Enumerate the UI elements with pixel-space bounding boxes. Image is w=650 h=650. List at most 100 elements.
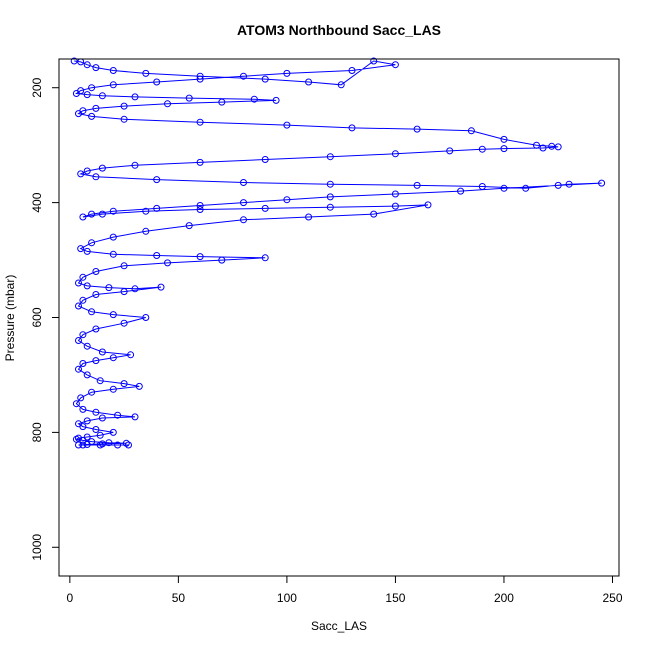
data-point: [92, 325, 100, 333]
data-point: [92, 64, 100, 72]
data-point: [122, 439, 130, 447]
data-point: [88, 210, 96, 218]
data-point: [83, 371, 91, 379]
data-point: [548, 142, 556, 150]
data-point: [142, 69, 150, 77]
data-point: [114, 411, 122, 419]
data-point: [522, 184, 530, 192]
data-point: [413, 125, 421, 133]
data-point: [83, 342, 91, 350]
data-point: [105, 439, 113, 447]
data-point: [77, 245, 85, 253]
data-point: [72, 90, 80, 97]
y-tick-label: 200: [30, 77, 44, 97]
x-tick-label: 150: [385, 591, 405, 605]
data-point: [88, 308, 96, 316]
data-point: [326, 180, 334, 188]
series-line: [74, 60, 602, 446]
data-point: [79, 436, 87, 444]
data-point: [75, 279, 82, 287]
data-point: [120, 380, 128, 388]
data-point: [348, 67, 356, 74]
data-point: [120, 319, 128, 327]
data-point: [539, 144, 547, 152]
data-point: [92, 268, 100, 275]
data-point: [283, 196, 291, 204]
data-point: [98, 348, 106, 356]
data-point: [478, 145, 486, 153]
data-point: [500, 184, 508, 192]
data-point: [83, 282, 91, 290]
data-point: [92, 291, 100, 298]
data-point: [77, 170, 85, 178]
data-point: [83, 91, 91, 99]
data-point: [127, 351, 135, 359]
data-point: [500, 135, 508, 143]
x-axis: 0 50 100 150 200 250: [67, 575, 623, 605]
data-point: [131, 161, 139, 169]
data-point: [424, 201, 432, 209]
y-tick-label: 1000: [30, 534, 44, 561]
data-point: [305, 78, 313, 86]
data-point: [70, 57, 78, 65]
data-point: [305, 213, 313, 221]
data-point: [83, 441, 91, 448]
data-point: [142, 207, 150, 215]
x-tick-label: 50: [172, 591, 186, 605]
data-point: [261, 75, 269, 83]
data-point: [326, 193, 334, 201]
data-point: [75, 302, 82, 310]
data-point: [109, 428, 117, 436]
data-point: [92, 104, 100, 112]
data-point: [413, 181, 421, 189]
data-point: [88, 239, 96, 247]
data-point: [79, 405, 87, 413]
data-point: [96, 441, 104, 449]
data-point: [240, 216, 247, 224]
data-point: [88, 84, 96, 92]
data-point: [98, 210, 106, 218]
data-point: [96, 377, 104, 385]
data-point: [109, 207, 117, 215]
data-point: [109, 67, 117, 74]
data-point: [98, 164, 106, 172]
data-point: [142, 227, 150, 235]
data-point: [79, 441, 87, 449]
data-point: [391, 61, 399, 69]
data-point: [114, 441, 122, 449]
data-point: [88, 388, 96, 396]
data-point: [83, 433, 91, 441]
data-point: [185, 94, 193, 102]
y-axis: 200 400 600 800 1000: [30, 77, 60, 561]
data-point: [500, 145, 508, 153]
x-axis-label: Sacc_LAS: [311, 619, 367, 633]
data-point: [283, 121, 291, 129]
data-point: [272, 96, 280, 104]
x-tick-label: 200: [494, 591, 514, 605]
data-point: [326, 153, 334, 161]
data-point: [261, 254, 269, 262]
data-point: [457, 187, 465, 195]
data-point: [533, 141, 540, 149]
x-tick-label: 100: [277, 591, 297, 605]
data-point: [92, 426, 100, 433]
data-point: [79, 331, 87, 339]
data-point: [92, 173, 100, 181]
data-point: [109, 81, 117, 89]
x-tick-label: 250: [602, 591, 622, 605]
y-tick-label: 400: [30, 192, 44, 212]
data-point: [83, 417, 91, 425]
data-point: [157, 283, 165, 291]
data-point: [196, 118, 204, 126]
data-point: [75, 441, 82, 449]
data-point: [120, 115, 128, 123]
data-point: [153, 252, 161, 259]
data-point: [326, 203, 334, 211]
data-point: [598, 179, 606, 187]
data-point: [196, 202, 204, 209]
data-point: [554, 181, 562, 189]
data-point: [88, 112, 96, 120]
data-point: [142, 314, 150, 321]
data-point: [79, 296, 87, 304]
